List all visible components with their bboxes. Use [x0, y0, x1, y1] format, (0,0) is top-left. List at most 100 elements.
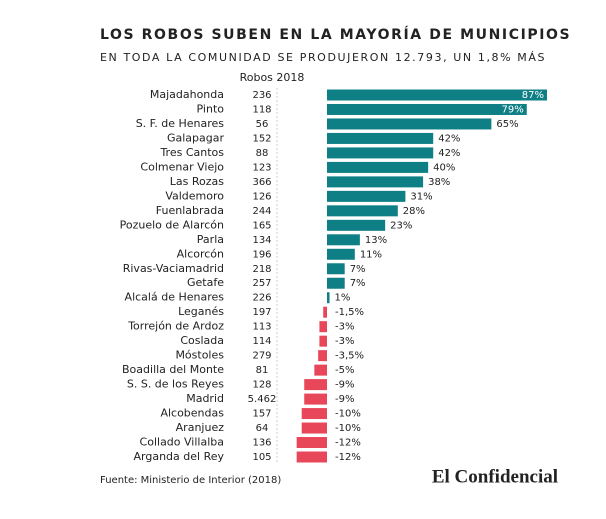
category-label: S. S. de los Reyes — [127, 378, 224, 391]
category-label: Fuenlabrada — [156, 204, 224, 217]
category-label: Colmenar Viejo — [140, 160, 224, 173]
category-label: Leganés — [178, 305, 224, 318]
category-label: Collado Villalba — [140, 436, 224, 449]
value-label: 87% — [522, 90, 544, 101]
bar — [327, 277, 345, 289]
category-label: Valdemoro — [165, 189, 224, 202]
bar — [314, 364, 327, 376]
robos-cell: 165 — [252, 220, 271, 231]
value-label: 23% — [390, 220, 412, 231]
bar — [327, 248, 355, 260]
value-label: 40% — [433, 162, 455, 173]
category-label: Tres Cantos — [159, 146, 224, 159]
value-label: -3% — [335, 336, 354, 347]
robos-cell: 279 — [252, 351, 271, 362]
value-label: -12% — [335, 438, 361, 449]
value-label: -9% — [335, 380, 354, 391]
robos-cell: 196 — [252, 249, 271, 260]
category-label: S. F. de Henares — [136, 117, 225, 130]
value-label: 31% — [410, 191, 432, 202]
robos-cell: 136 — [252, 438, 271, 449]
bar — [327, 118, 492, 130]
bar — [304, 393, 327, 405]
value-label: -3,5% — [335, 351, 364, 362]
category-label: Pozuelo de Alarcón — [120, 218, 224, 231]
category-label: Pinto — [197, 102, 225, 115]
robos-cell: 56 — [256, 119, 269, 130]
robos-cell: 257 — [252, 278, 271, 289]
category-label: Alcorcón — [177, 247, 224, 260]
category-label: Alcobendas — [160, 407, 224, 420]
value-label: 65% — [496, 119, 518, 130]
column-header: Robos 2018 — [240, 71, 305, 84]
category-label: Majadahonda — [150, 88, 224, 101]
value-label: 38% — [428, 177, 450, 188]
robos-cell: 157 — [252, 409, 271, 420]
value-label: -10% — [335, 423, 361, 434]
bar — [301, 408, 327, 420]
bar — [327, 89, 547, 101]
category-label: Parla — [197, 233, 224, 246]
bar — [319, 321, 327, 333]
robos-cell: 114 — [252, 336, 271, 347]
robos-cell: 64 — [256, 423, 269, 434]
value-label: -1,5% — [335, 307, 364, 318]
bar — [327, 263, 345, 275]
robos-cell: 244 — [252, 206, 271, 217]
robos-cell: 152 — [252, 133, 271, 144]
category-label: Galapagar — [167, 131, 225, 144]
value-label: -5% — [335, 365, 354, 376]
value-label: 1% — [335, 293, 351, 304]
category-label: Las Rozas — [170, 175, 224, 188]
robos-cell: 105 — [252, 452, 271, 463]
category-label: Arganda del Rey — [134, 450, 225, 463]
bar — [296, 437, 327, 449]
bar — [318, 350, 327, 362]
bar — [327, 132, 434, 144]
bar — [327, 234, 360, 246]
bar — [327, 190, 406, 202]
category-label: Coslada — [180, 334, 224, 347]
robos-cell: 88 — [256, 148, 269, 159]
category-label: Torrejón de Ardoz — [127, 320, 224, 333]
robos-cell: 128 — [252, 380, 271, 391]
bar — [323, 306, 327, 318]
value-label: 79% — [502, 104, 524, 115]
robos-cell: 366 — [252, 177, 271, 188]
bar — [327, 147, 434, 159]
bar — [296, 451, 327, 463]
category-label: Getafe — [187, 276, 224, 289]
robos-cell: 197 — [252, 307, 271, 318]
category-label: Móstoles — [175, 349, 224, 362]
bar — [304, 379, 327, 391]
brand-logo: El Confidencial — [432, 466, 558, 487]
bar — [327, 292, 330, 304]
chart-title: LOS ROBOS SUBEN EN LA MAYORÍA DE MUNICIP… — [100, 26, 571, 43]
robos-cell: 236 — [252, 90, 271, 101]
bar — [327, 103, 527, 115]
value-label: -10% — [335, 409, 361, 420]
value-label: -12% — [335, 452, 361, 463]
source: Fuente: Ministerio de Interior (2018) — [100, 475, 281, 486]
value-label: 42% — [438, 133, 460, 144]
robos-cell: 118 — [252, 104, 271, 115]
robos-cell: 226 — [252, 293, 271, 304]
value-label: 28% — [403, 206, 425, 217]
bar — [327, 176, 424, 188]
robos-cell: 5.462 — [248, 394, 277, 405]
robos-cell: 113 — [252, 322, 271, 333]
robos-cell: 81 — [256, 365, 269, 376]
bar — [327, 161, 429, 173]
robos-cell: 123 — [252, 162, 271, 173]
robos-cell: 218 — [252, 264, 271, 275]
value-label: 7% — [350, 264, 366, 275]
bar — [327, 219, 386, 231]
bar — [327, 205, 398, 217]
robos-cell: 134 — [252, 235, 271, 246]
value-label: 13% — [365, 235, 387, 246]
value-label: 7% — [350, 278, 366, 289]
robos-cell: 126 — [252, 191, 271, 202]
value-label: 42% — [438, 148, 460, 159]
chart-subtitle: EN TODA LA COMUNIDAD SE PRODUJERON 12.79… — [100, 51, 546, 64]
value-label: 11% — [360, 249, 382, 260]
